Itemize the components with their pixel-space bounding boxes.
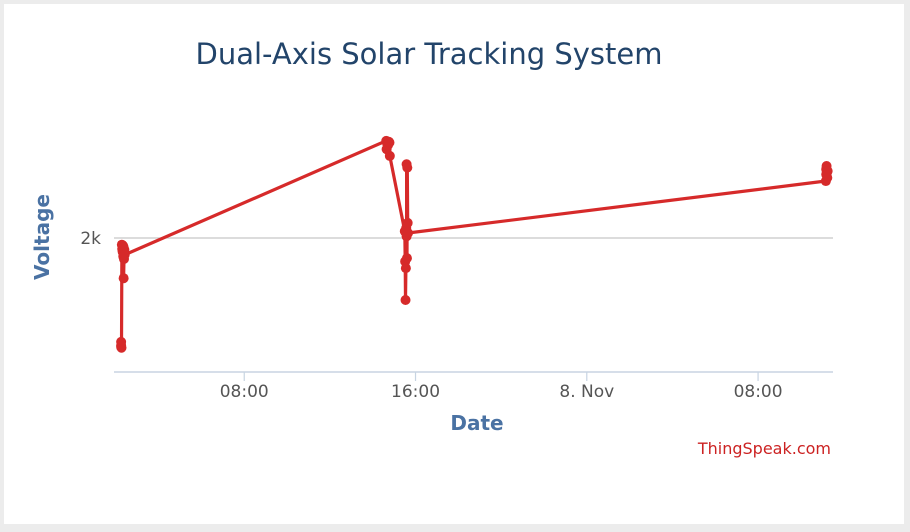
data-point	[822, 166, 833, 176]
chart-title: Dual-Axis Solar Tracking System	[196, 37, 663, 71]
data-point	[116, 342, 127, 353]
data-point	[401, 253, 412, 264]
chart-svg: Dual-Axis Solar Tracking System 2k 08:00 1…	[30, 37, 833, 458]
x-tick-label: 08:00	[734, 382, 783, 402]
x-tick-label: 08:00	[220, 382, 269, 402]
x-tick-label: 8. Nov	[559, 382, 614, 402]
series-line	[119, 139, 830, 350]
data-point	[403, 227, 414, 238]
x-tick-label: 16:00	[391, 382, 440, 402]
thingspeak-credit-link[interactable]: ThingSpeak.com	[697, 439, 831, 458]
x-axis-label: Date	[450, 411, 503, 435]
plot-area	[116, 135, 833, 353]
tick-labels: 2k 08:00 16:00 8. Nov 08:00	[80, 229, 782, 402]
data-point	[400, 294, 411, 305]
chart-frame: Dual-Axis Solar Tracking System 2k 08:00 1…	[4, 4, 904, 524]
data-point	[402, 217, 413, 228]
data-point	[402, 162, 413, 173]
data-point	[384, 150, 395, 161]
data-point	[118, 273, 129, 284]
y-axis-label: Voltage	[30, 194, 54, 280]
data-point	[119, 249, 130, 260]
y-tick-label: 2k	[80, 229, 101, 249]
data-point	[384, 137, 395, 148]
axes	[114, 371, 833, 381]
data-point	[400, 263, 411, 274]
